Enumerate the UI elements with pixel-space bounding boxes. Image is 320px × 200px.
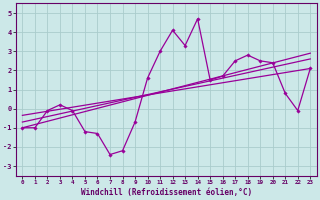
X-axis label: Windchill (Refroidissement éolien,°C): Windchill (Refroidissement éolien,°C) xyxy=(81,188,252,197)
